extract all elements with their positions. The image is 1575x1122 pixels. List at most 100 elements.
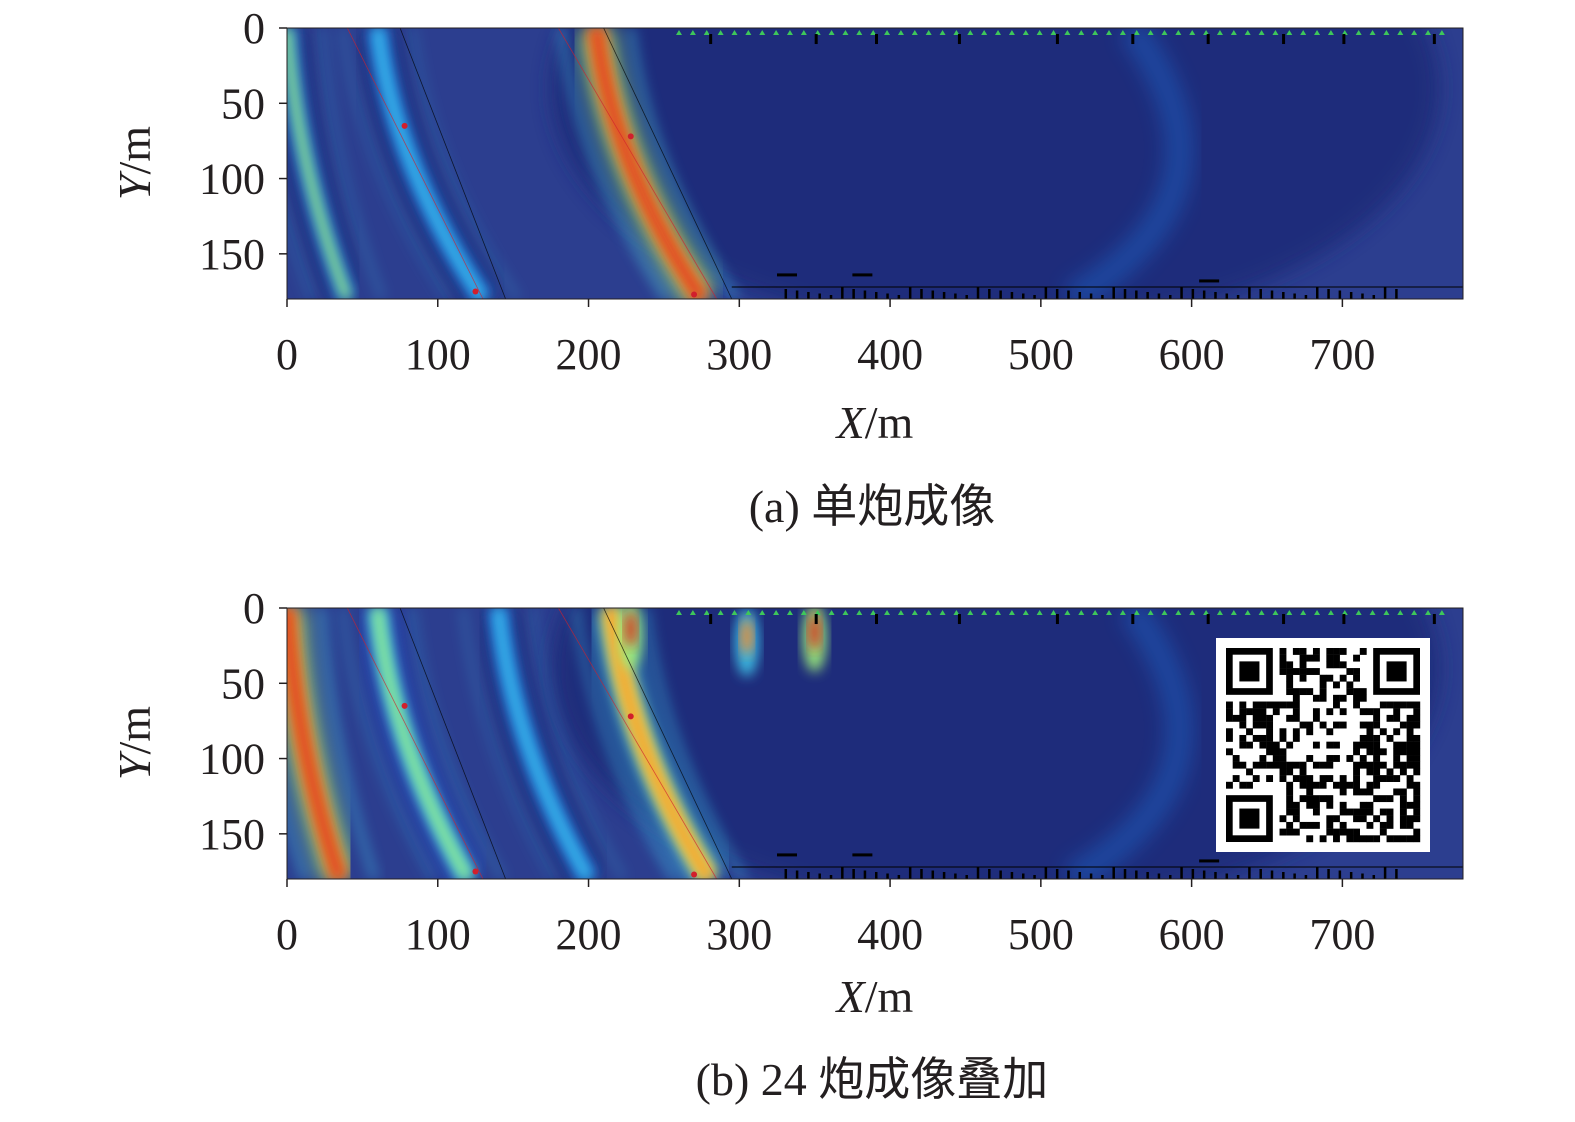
qr-module [1299, 821, 1307, 829]
qr-module [1413, 701, 1421, 709]
qr-module [1306, 781, 1314, 789]
qr-module [1286, 668, 1294, 675]
qr-module [1319, 694, 1327, 702]
arc-ripple-2-1 [407, 608, 508, 879]
qr-module [1399, 741, 1407, 749]
overlay-diagonal-line [558, 608, 718, 879]
qr-module [1299, 654, 1307, 662]
panel-b-overlay [346, 608, 1463, 879]
qr-module [1279, 768, 1287, 776]
qr-module [1292, 808, 1300, 816]
receiver-marker [1216, 30, 1223, 35]
qr-module [1239, 701, 1247, 709]
bottom-bar-mark [777, 273, 797, 277]
qr-module [1413, 801, 1421, 809]
qr-module [1312, 761, 1320, 769]
top-marker [814, 34, 818, 45]
bottom-comb-mark [807, 872, 810, 879]
bottom-comb-mark [1055, 289, 1059, 299]
qr-module [1226, 701, 1233, 709]
qr-module [1239, 761, 1247, 769]
x-tick-label: 600 [1159, 910, 1225, 959]
qr-module [1406, 701, 1414, 709]
qr-module [1272, 755, 1280, 762]
qr-module [1266, 728, 1274, 736]
qr-module [1339, 775, 1347, 782]
qr-module [1339, 661, 1347, 669]
bottom-comb-mark [1248, 287, 1251, 299]
qr-module [1339, 821, 1347, 829]
qr-module [1359, 761, 1367, 769]
receiver-marker [1258, 610, 1265, 615]
qr-module [1406, 741, 1414, 749]
panel-a-x-axis-title: X/m [835, 397, 914, 448]
qr-module [1292, 734, 1300, 742]
arc-ripple-1-1 [407, 28, 523, 299]
bottom-comb-mark [976, 867, 980, 879]
qr-module [1312, 708, 1320, 716]
qr-module [1406, 734, 1414, 742]
qr-module [1326, 775, 1334, 782]
x-tick-label: 500 [1008, 330, 1074, 379]
bottom-comb-mark [1349, 872, 1353, 879]
bottom-comb-mark [1372, 295, 1376, 299]
qr-module [1312, 801, 1320, 809]
qr-module [1399, 748, 1407, 756]
receiver-marker [1438, 30, 1445, 35]
arc-ripple-3-0 [458, 608, 558, 879]
bottom-comb-mark [863, 870, 867, 879]
bottom-comb-mark [988, 289, 991, 299]
y-tick-label: 0 [243, 4, 265, 53]
bottom-bar-mark [1199, 859, 1220, 863]
qr-module [1272, 761, 1280, 769]
qr-module [1299, 768, 1307, 776]
bottom-comb-mark [920, 289, 923, 299]
receiver-marker [717, 30, 724, 35]
receiver-marker [870, 610, 877, 615]
receiver-marker [1383, 610, 1390, 615]
bottom-comb-mark [818, 873, 821, 879]
receiver-marker [828, 610, 835, 615]
qr-module [1359, 755, 1367, 762]
qr-module [1359, 808, 1367, 816]
spot-core-5 [740, 618, 753, 655]
receiver-marker [1203, 30, 1210, 35]
qr-module [1232, 714, 1240, 722]
bottom-comb-mark [795, 290, 799, 299]
qr-module [1319, 681, 1327, 689]
qr-module [1399, 835, 1407, 843]
receiver-marker [745, 610, 752, 615]
qr-module [1292, 801, 1300, 809]
qr-module [1393, 701, 1401, 709]
bottom-comb-mark [1270, 290, 1274, 299]
qr-module [1259, 755, 1267, 762]
panel-b-stacked-shots: 0 100 200 300 400 500 600 700 0 50 100 150 X/m Y/m… [109, 584, 1464, 1105]
receiver-marker [1355, 610, 1362, 615]
bottom-comb-mark [863, 290, 867, 299]
qr-module [1246, 741, 1253, 749]
x-tick-label: 300 [706, 910, 772, 959]
top-marker [709, 34, 713, 45]
panel-a-y-ticks: 0 50 100 150 [199, 4, 287, 279]
qr-module [1286, 681, 1294, 689]
arc-ripple-2-1 [317, 28, 387, 299]
receiver-marker [1161, 610, 1168, 615]
panel-a-heatmap-marks [287, 28, 1440, 299]
qr-code[interactable] [1216, 638, 1430, 852]
qr-module [1333, 741, 1340, 749]
right-halo-band [1063, 608, 1194, 879]
qr-module [1319, 835, 1327, 843]
x-tick-label: 0 [276, 910, 298, 959]
receiver-marker [1008, 610, 1015, 615]
qr-module [1353, 674, 1360, 682]
receiver-marker [1286, 30, 1293, 35]
qr-module [1353, 761, 1360, 769]
bottom-comb-mark [999, 290, 1002, 299]
bottom-comb-mark [1383, 867, 1387, 879]
qr-module [1299, 668, 1307, 675]
top-marker [875, 614, 878, 625]
qr-module [1386, 701, 1394, 709]
qr-module [1279, 815, 1287, 823]
qr-module [1286, 701, 1294, 709]
